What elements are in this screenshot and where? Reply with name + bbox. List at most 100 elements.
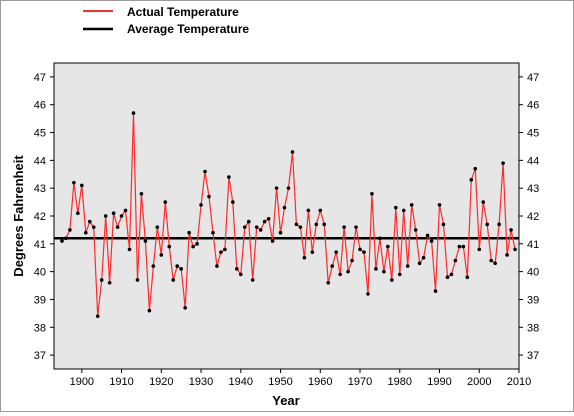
actual-temperature-point: [501, 161, 505, 165]
actual-temperature-point: [111, 211, 116, 216]
actual-temperature-point: [123, 208, 128, 213]
actual-temperature-point: [433, 289, 438, 293]
actual-temperature-point: [159, 253, 164, 257]
y-tick-label-left: 42: [34, 211, 46, 223]
x-tick-label: 1960: [308, 376, 332, 388]
actual-temperature-point: [155, 225, 160, 229]
actual-temperature-point: [386, 244, 390, 249]
actual-temperature-point: [107, 280, 112, 285]
actual-temperature-point: [362, 250, 366, 254]
actual-temperature-point: [401, 208, 406, 213]
actual-temperature-point: [238, 272, 243, 277]
actual-temperature-point: [215, 264, 219, 268]
actual-temperature-point: [350, 258, 354, 263]
actual-temperature-point: [346, 269, 350, 274]
y-tick-label-right: 41: [527, 239, 539, 251]
actual-temperature-point: [235, 267, 239, 271]
actual-temperature-point: [266, 216, 271, 221]
actual-temperature-point: [497, 222, 501, 227]
actual-temperature-point: [465, 275, 470, 280]
actual-temperature-point: [322, 222, 327, 227]
y-tick-label-left: 47: [34, 72, 46, 84]
actual-temperature-point: [417, 261, 422, 266]
y-tick-label-right: 46: [527, 100, 539, 112]
actual-temperature-point: [413, 228, 418, 232]
actual-temperature-point: [382, 269, 386, 274]
actual-temperature-point: [135, 278, 140, 282]
actual-temperature-point: [445, 275, 450, 280]
actual-temperature-point: [489, 258, 493, 263]
actual-temperature-point: [425, 233, 430, 238]
actual-temperature-point: [203, 169, 207, 174]
legend: Actual Temperature Average Temperature: [83, 5, 249, 36]
actual-temperature-point: [231, 200, 235, 204]
legend-label-average: Average Temperature: [127, 22, 249, 36]
actual-temperature-point: [378, 236, 382, 241]
actual-temperature-point: [80, 183, 84, 188]
actual-temperature-point: [441, 222, 446, 227]
y-tick-label-right: 37: [527, 350, 539, 362]
actual-temperature-point: [429, 239, 434, 243]
actual-temperature-point: [163, 200, 168, 204]
actual-temperature-point: [143, 239, 148, 243]
actual-temperature-point: [306, 208, 311, 213]
actual-temperature-point: [103, 214, 108, 218]
actual-temperature-point: [330, 264, 335, 268]
actual-temperature-point: [147, 308, 152, 313]
actual-temperature-point: [461, 244, 466, 249]
y-tick-label-right: 40: [527, 267, 539, 279]
actual-temperature-point: [390, 278, 394, 282]
actual-temperature-point: [242, 225, 247, 229]
y-tick-label-left: 39: [34, 294, 46, 306]
actual-temperature-point: [91, 225, 96, 229]
actual-temperature-point: [342, 225, 346, 229]
actual-temperature-point: [286, 186, 291, 190]
y-tick-label-right: 43: [527, 183, 539, 195]
actual-temperature-point: [477, 247, 482, 252]
actual-temperature-point: [187, 230, 191, 235]
actual-temperature-point: [167, 244, 172, 249]
actual-temperature-point: [68, 228, 72, 232]
y-tick-label-right: 38: [527, 322, 539, 334]
actual-temperature-point: [223, 247, 227, 252]
actual-temperature-point: [76, 211, 80, 216]
actual-temperature-point: [151, 264, 156, 268]
x-tick-label: 1910: [109, 376, 133, 388]
y-tick-label-left: 40: [34, 267, 46, 279]
actual-temperature-point: [409, 203, 414, 207]
plot-area: [53, 62, 520, 370]
y-tick-label-left: 41: [34, 239, 46, 251]
actual-temperature-point: [183, 306, 187, 310]
actual-temperature-point: [469, 178, 474, 182]
actual-temperature-point: [199, 203, 203, 207]
actual-temperature-point: [179, 267, 183, 271]
x-axis: 1900 1910 1920 1930 1940 1950 1960 1970 1980 1990…: [70, 369, 531, 388]
y-tick-label-left: 44: [34, 155, 46, 167]
y-tick-label-left: 37: [34, 350, 46, 362]
actual-temperature-point: [290, 150, 295, 154]
actual-temperature-point: [338, 272, 342, 277]
x-tick-label: 1990: [427, 376, 451, 388]
actual-temperature-point: [326, 280, 331, 285]
actual-temperature-point: [354, 225, 358, 229]
actual-temperature-point: [513, 247, 517, 252]
actual-temperature-point: [437, 203, 442, 207]
y-tick-label-right: 39: [527, 294, 539, 306]
actual-temperature-point: [493, 261, 497, 266]
actual-temperature-point: [211, 230, 215, 235]
actual-temperature-point: [302, 255, 307, 260]
actual-temperature-point: [405, 264, 410, 268]
actual-temperature-point: [72, 180, 76, 185]
actual-temperature-point: [227, 175, 231, 179]
actual-temperature-point: [60, 239, 64, 243]
actual-temperature-point: [207, 194, 211, 199]
actual-temperature-point: [274, 186, 279, 190]
y-axis-title: Degrees Fahrenheit: [11, 155, 26, 277]
actual-temperature-point: [457, 244, 462, 249]
actual-temperature-point: [473, 166, 478, 171]
actual-temperature-point: [318, 208, 323, 213]
actual-temperature-point: [366, 292, 370, 296]
actual-temperature-point: [115, 225, 120, 229]
